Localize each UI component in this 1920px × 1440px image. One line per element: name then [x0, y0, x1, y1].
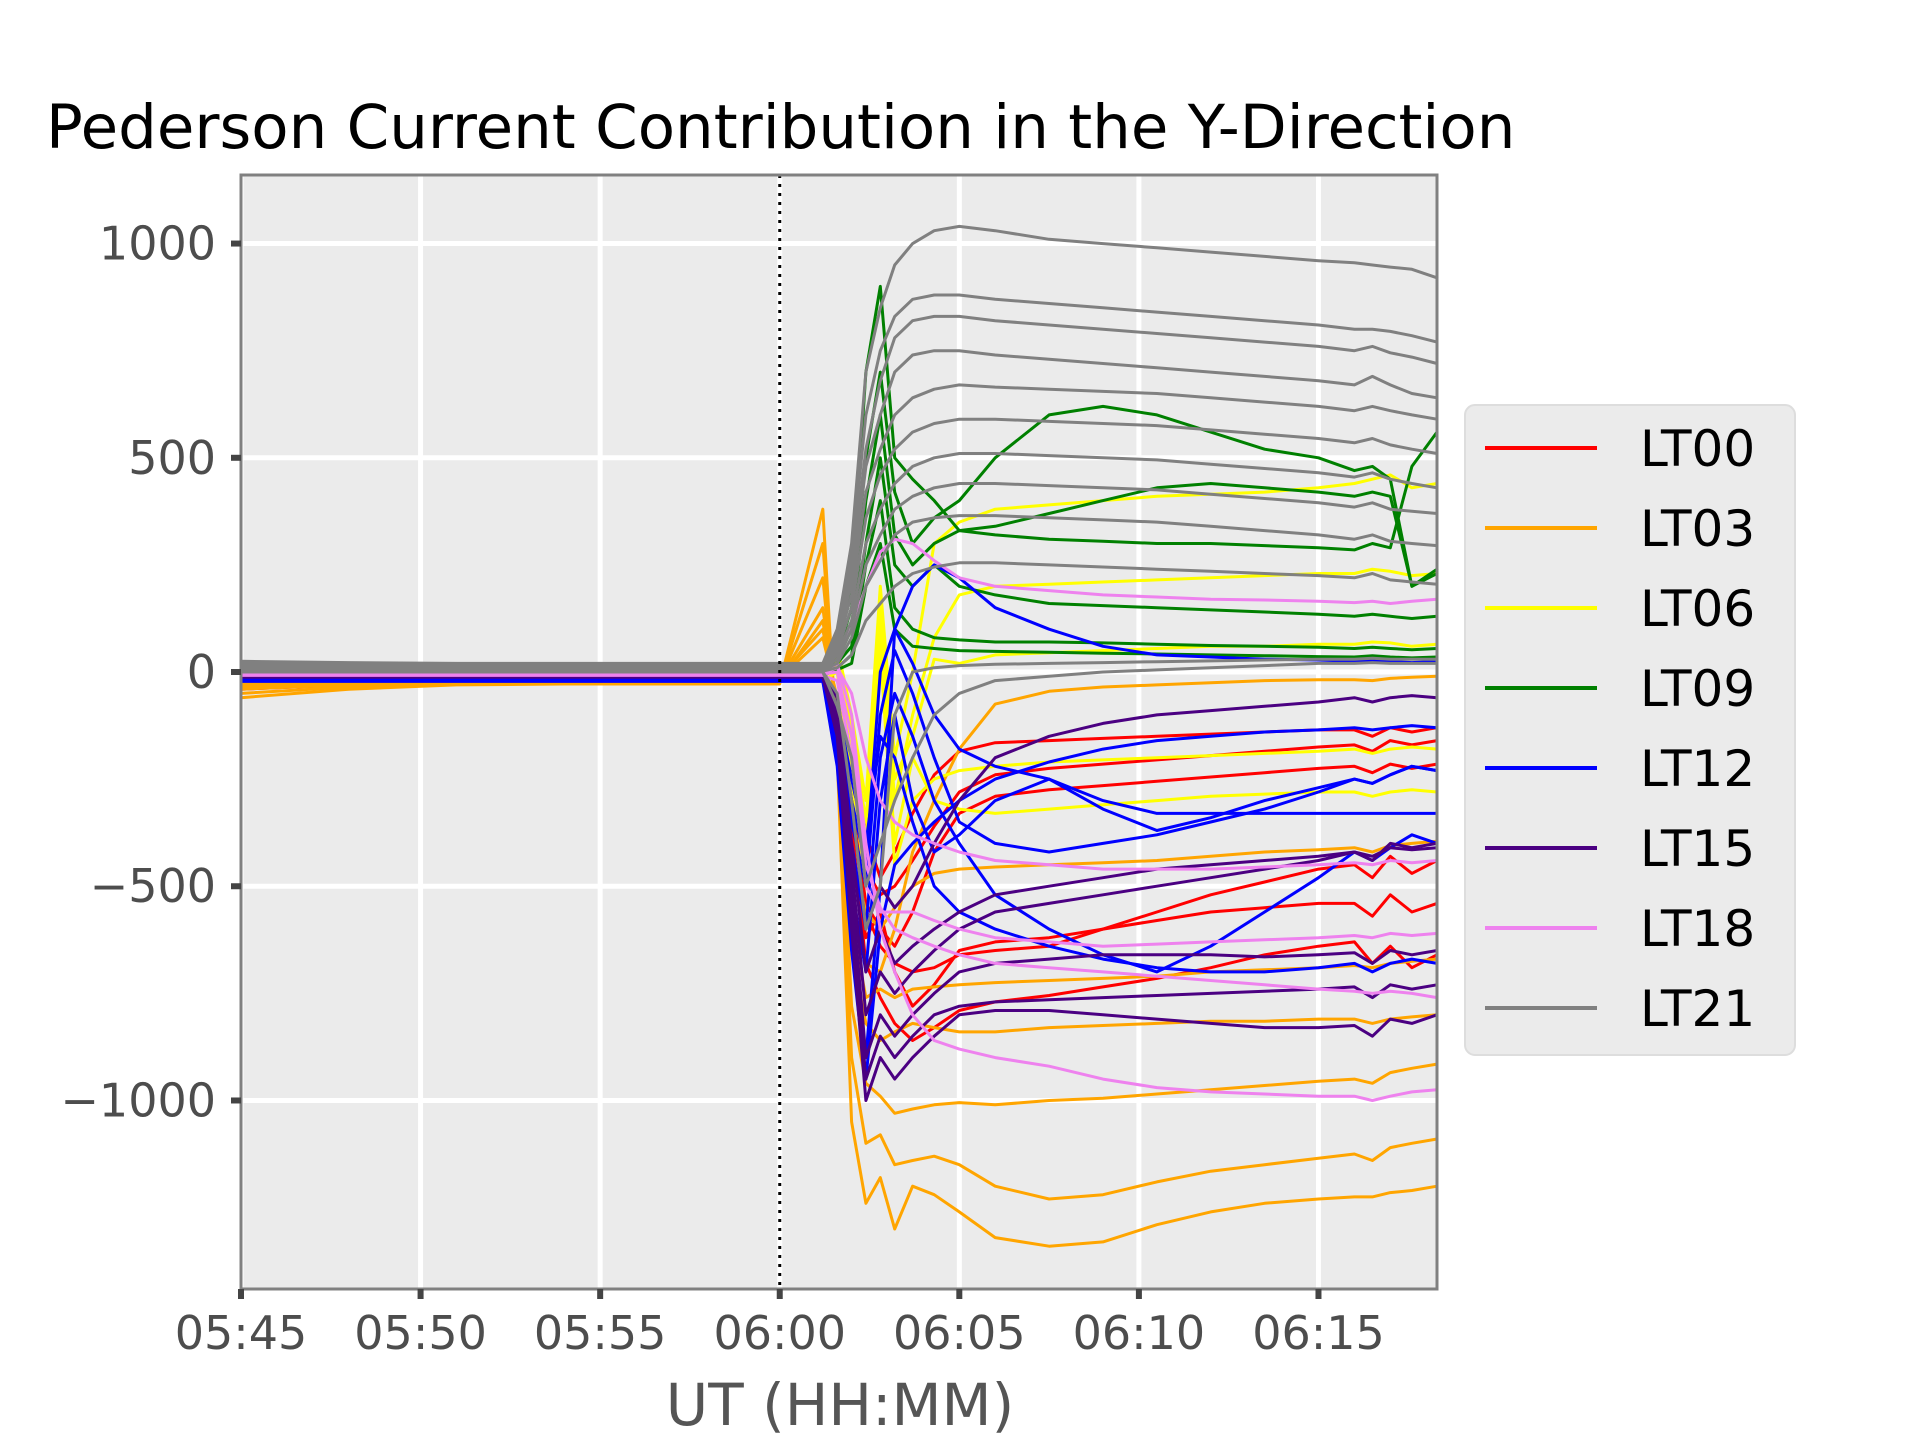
x-tick-label: 06:10	[1073, 1306, 1206, 1360]
series-lines	[239, 224, 1439, 1248]
series-line-lt18	[239, 673, 1439, 948]
y-tick-label: 0	[187, 645, 216, 699]
plot-frame	[239, 173, 1439, 1291]
legend: LT00 LT03 LT06 LT09 LT12 LT15 LT18 LT21	[1464, 404, 1796, 1056]
y-tick-label: 1000	[99, 217, 216, 271]
x-tick-label: 06:05	[893, 1306, 1026, 1360]
legend-box	[1464, 404, 1796, 1056]
x-tick-label: 05:45	[175, 1306, 308, 1360]
legend-label-lt15: LT15	[1640, 820, 1755, 878]
x-tick-label: 06:00	[713, 1306, 846, 1360]
y-tick-label: 500	[128, 431, 216, 485]
legend-label-lt03: LT03	[1640, 500, 1755, 558]
series-line-lt12	[239, 679, 1439, 1081]
x-tick-label: 06:15	[1252, 1306, 1385, 1360]
legend-label-lt18: LT18	[1640, 900, 1755, 958]
series-line-lt21	[239, 661, 1439, 888]
legend-label-lt09: LT09	[1640, 660, 1755, 718]
x-axis-label: UT (HH:MM)	[666, 1371, 1014, 1439]
y-axis-ticks: 1000 500 0 −500 −1000	[60, 217, 241, 1127]
legend-label-lt21: LT21	[1640, 980, 1755, 1038]
series-lt21	[239, 224, 1439, 931]
legend-label-lt06: LT06	[1640, 580, 1755, 638]
x-tick-label: 05:55	[534, 1306, 667, 1360]
legend-label-lt00: LT00	[1640, 420, 1755, 478]
series-line-lt15	[239, 675, 1439, 1081]
x-axis-ticks: 05:45 05:50 05:55 06:00 06:05 06:10 06:15	[175, 1289, 1385, 1360]
chart-title: Pederson Current Contribution in the Y-D…	[46, 92, 1515, 163]
y-tick-label: −1000	[60, 1073, 216, 1127]
legend-label-lt12: LT12	[1640, 740, 1755, 798]
x-tick-label: 05:50	[354, 1306, 487, 1360]
plot-border	[239, 173, 1439, 1291]
y-tick-label: −500	[90, 859, 216, 913]
